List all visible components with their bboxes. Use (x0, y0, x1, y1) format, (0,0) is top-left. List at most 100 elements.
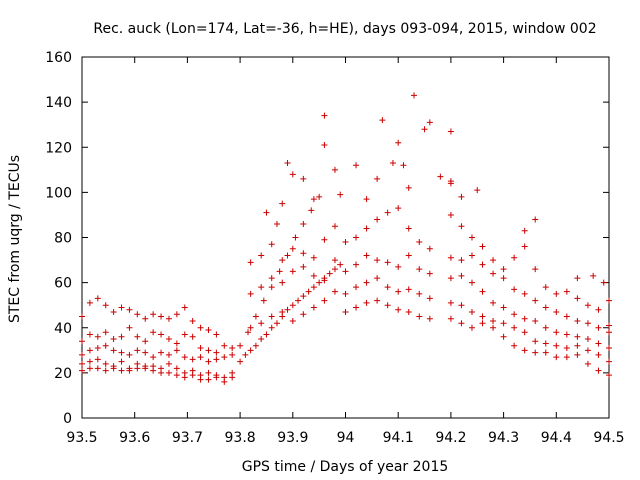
data-point (102, 302, 109, 309)
data-point (521, 329, 528, 336)
data-point (276, 268, 283, 275)
data-point (447, 299, 454, 306)
data-point (563, 288, 570, 295)
data-point (205, 358, 212, 365)
data-point (102, 367, 109, 374)
data-point (229, 351, 236, 358)
data-point (532, 317, 539, 324)
data-point (468, 324, 475, 331)
data-point (405, 308, 412, 315)
data-point (289, 245, 296, 252)
y-tick-label: 140 (45, 95, 72, 111)
data-point (221, 342, 228, 349)
data-point (102, 360, 109, 367)
data-point (279, 308, 286, 315)
data-point (374, 275, 381, 282)
data-point (500, 275, 507, 282)
data-point (310, 254, 317, 261)
data-point (316, 279, 323, 286)
data-point (500, 304, 507, 311)
data-point (142, 338, 149, 345)
data-point (118, 367, 125, 374)
data-point (289, 268, 296, 275)
data-point (479, 288, 486, 295)
data-point (165, 351, 172, 358)
data-point (118, 349, 125, 356)
data-point (353, 162, 360, 169)
data-point (532, 297, 539, 304)
data-point (606, 297, 612, 304)
data-point (421, 126, 428, 133)
data-point (237, 358, 244, 365)
data-point (353, 284, 360, 291)
data-point (542, 349, 549, 356)
data-point (213, 349, 220, 356)
x-tick-label: 94.2 (435, 430, 466, 446)
data-point (574, 295, 581, 302)
data-point (521, 227, 528, 234)
data-point (468, 234, 475, 241)
data-point (553, 342, 560, 349)
data-point (337, 191, 344, 198)
data-point (595, 340, 602, 347)
data-point (511, 286, 518, 293)
data-point (363, 279, 370, 286)
data-point (205, 376, 212, 383)
data-point (331, 266, 338, 273)
data-point (321, 141, 328, 148)
data-point (600, 279, 607, 286)
y-tick-label: 120 (45, 140, 72, 156)
data-point (279, 279, 286, 286)
data-point (134, 347, 141, 354)
data-point (300, 311, 307, 318)
data-point (126, 367, 133, 374)
data-point (353, 234, 360, 241)
data-point (426, 119, 433, 126)
data-point (158, 331, 165, 338)
x-tick-label: 93.7 (172, 430, 203, 446)
plot-border (81, 56, 610, 419)
data-point (300, 175, 307, 182)
data-point (310, 272, 317, 279)
data-point (173, 311, 180, 318)
data-point (331, 288, 338, 295)
data-point (384, 284, 391, 291)
data-point (395, 139, 402, 146)
data-point (310, 196, 317, 203)
data-point (595, 351, 602, 358)
data-point (229, 374, 236, 381)
data-point (173, 347, 180, 354)
data-point (86, 299, 93, 306)
data-point (150, 329, 157, 336)
data-point (458, 223, 465, 230)
data-point (395, 263, 402, 270)
x-axis-title: GPS time / Days of year 2015 (242, 459, 449, 475)
data-point (221, 378, 228, 385)
data-point (590, 272, 597, 279)
data-point (584, 320, 591, 327)
data-point (331, 166, 338, 173)
data-point (258, 336, 265, 343)
x-tick-label: 94.1 (383, 430, 414, 446)
data-point (165, 336, 172, 343)
data-point (563, 313, 570, 320)
data-point (142, 349, 149, 356)
data-point (553, 290, 560, 297)
data-point (447, 180, 454, 187)
data-point (416, 266, 423, 273)
data-point (553, 329, 560, 336)
data-point (213, 331, 220, 338)
data-point (284, 306, 291, 313)
data-point (158, 369, 165, 376)
data-point (353, 304, 360, 311)
data-point (395, 205, 402, 212)
data-point (326, 270, 333, 277)
data-point (337, 261, 344, 268)
data-point (363, 299, 370, 306)
data-point (606, 345, 612, 352)
data-points (79, 92, 612, 385)
data-point (165, 315, 172, 322)
data-point (126, 324, 133, 331)
data-point (331, 257, 338, 264)
data-point (447, 128, 454, 135)
